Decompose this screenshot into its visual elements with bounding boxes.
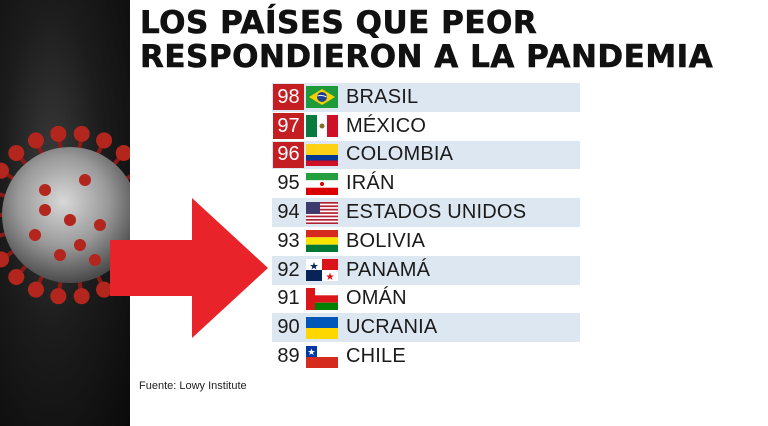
oman-flag-icon	[306, 287, 338, 310]
country-name: PANAMÁ	[346, 258, 431, 281]
country-name: BRASIL	[346, 85, 419, 108]
country-name: IRÁN	[346, 172, 395, 195]
coronavirus-image-panel	[0, 0, 130, 426]
ranking-row: 90 UCRANIA	[272, 313, 580, 343]
ranking-row: 92 PANAMÁ	[272, 255, 580, 285]
ranking-row: 98 BRASIL	[272, 83, 580, 112]
rank-number: 98	[273, 84, 304, 111]
chile-flag-icon	[306, 345, 338, 368]
ranking-row: 97 MÉXICO	[272, 112, 580, 141]
panama-flag-icon	[306, 259, 338, 282]
source-note: Fuente: Lowy Institute	[139, 380, 247, 392]
country-name: COLOMBIA	[346, 143, 454, 166]
country-name: CHILE	[346, 345, 406, 368]
title-line-1: LOS PAÍSES QUE PEOR	[140, 5, 538, 41]
country-name: BOLIVIA	[346, 229, 426, 252]
rank-number: 95	[277, 172, 300, 195]
country-name: MÉXICO	[346, 114, 427, 137]
rank-number: 89	[277, 345, 300, 368]
ranking-table: 98 BRASIL 97 MÉXICO 96 COLOMBIA 95 IRÁN 94 ESTADO…	[272, 83, 580, 371]
rank-number: 97	[273, 113, 304, 140]
rank-number: 96	[273, 141, 304, 168]
title-line-2: RESPONDIERON A LA PANDEMIA	[140, 39, 714, 75]
ranking-row: 93 BOLIVIA	[272, 227, 580, 256]
rank-number: 91	[277, 287, 300, 310]
ranking-row: 96 COLOMBIA	[272, 140, 580, 170]
rank-number: 90	[277, 316, 300, 339]
ranking-row: 89 CHILE	[272, 342, 580, 371]
coronavirus-icon	[0, 125, 130, 305]
country-name: OMÁN	[346, 287, 407, 310]
ukraine-flag-icon	[306, 316, 338, 339]
rank-number: 94	[277, 201, 300, 224]
iran-flag-icon	[306, 172, 338, 195]
brazil-flag-icon	[306, 86, 338, 109]
rank-number: 93	[277, 229, 300, 252]
colombia-flag-icon	[306, 143, 338, 166]
ranking-row: 91 OMÁN	[272, 285, 580, 314]
country-name: ESTADOS UNIDOS	[346, 201, 527, 224]
page-title: LOS PAÍSES QUE PEOR RESPONDIERON A LA PA…	[140, 5, 760, 75]
ranking-row: 95 IRÁN	[272, 169, 580, 198]
country-name: UCRANIA	[346, 316, 438, 339]
usa-flag-icon	[306, 201, 338, 224]
ranking-row: 94 ESTADOS UNIDOS	[272, 198, 580, 227]
bolivia-flag-icon	[306, 230, 338, 253]
arrow-right-icon	[110, 198, 268, 338]
mexico-flag-icon	[306, 115, 338, 138]
rank-number: 92	[277, 258, 300, 281]
